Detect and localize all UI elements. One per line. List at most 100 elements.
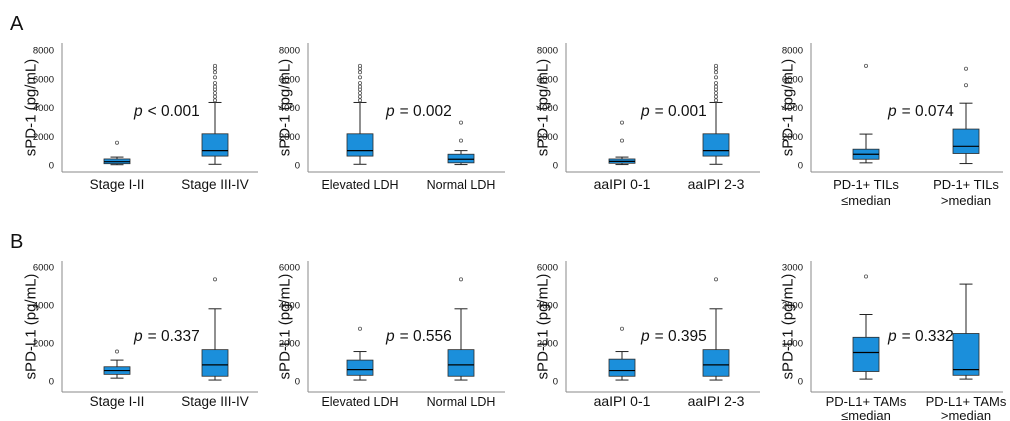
y-tick-label: 2000 xyxy=(782,132,803,143)
p-symbol: p xyxy=(133,103,143,120)
outlier-point xyxy=(212,63,217,68)
panel-A4: 0 2000 4000 6000 8000 sPD-1 (pg/mL) PD-1+ TILs… xyxy=(780,43,1003,208)
box-iqr xyxy=(608,358,636,377)
category-label-line: aaIPI 2-3 xyxy=(688,176,745,192)
box-iqr xyxy=(952,128,980,154)
outlier-point xyxy=(620,120,625,125)
p-value-annotation: p = 0.395 xyxy=(640,328,707,345)
row-panel-label: B xyxy=(10,231,23,253)
outlier-point xyxy=(357,84,362,89)
y-tick-label: 6000 xyxy=(279,263,300,274)
box-plot-2 xyxy=(952,66,980,165)
y-tick-label: 2000 xyxy=(33,339,54,350)
outlier-point xyxy=(357,75,362,80)
p-value-annotation: p < 0.001 xyxy=(133,103,200,120)
category-label-line: ≤median xyxy=(841,408,891,421)
y-tick-label: 4000 xyxy=(33,301,54,312)
outlier-point xyxy=(115,140,120,145)
outlier-point xyxy=(212,70,217,75)
category-label: PD-L1+ TAMs ≤median xyxy=(826,394,907,421)
box-iqr xyxy=(346,133,374,157)
y-axis-label: sPD-1 (pg/mL) xyxy=(780,59,797,157)
p-value-annotation: p = 0.074 xyxy=(887,103,954,120)
category-label-line: Stage I-II xyxy=(90,177,145,192)
p-value-annotation: p = 0.337 xyxy=(133,328,200,345)
outlier-point xyxy=(212,94,217,99)
y-tick-label: 1000 xyxy=(782,339,803,350)
p-value-text: < 0.001 xyxy=(148,103,200,120)
category-label: Stage III-IV xyxy=(181,394,249,409)
outlier-point xyxy=(357,63,362,68)
category-label: Elevated LDH xyxy=(321,395,398,409)
outlier-point xyxy=(357,94,362,99)
p-value-text: = 0.395 xyxy=(655,328,707,345)
p-value-annotation: p = 0.002 xyxy=(385,103,452,120)
category-label: PD-L1+ TAMs >median xyxy=(926,394,1007,421)
box-plot-1 xyxy=(852,274,880,380)
box-iqr xyxy=(201,349,229,377)
category-label-line: Stage III-IV xyxy=(181,177,249,192)
box-plot-1 xyxy=(608,120,636,166)
category-label: aaIPI 0-1 xyxy=(594,393,651,409)
y-axis-label: sPD-L1 (pg/mL) xyxy=(535,274,552,380)
box-plot-1 xyxy=(103,140,131,166)
outlier-point xyxy=(458,277,463,282)
category-label-line: aaIPI 0-1 xyxy=(594,176,651,192)
outlier-point xyxy=(357,81,362,86)
box-iqr xyxy=(447,153,475,164)
y-tick-label: 4000 xyxy=(279,103,300,114)
category-label: PD-1+ TILs >median xyxy=(933,177,999,208)
category-label: Stage I-II xyxy=(90,177,145,192)
p-symbol: p xyxy=(887,328,897,345)
y-tick-label: 3000 xyxy=(782,263,803,274)
y-tick-label: 2000 xyxy=(279,339,300,350)
outlier-point xyxy=(714,98,719,103)
p-value-text: = 0.002 xyxy=(400,103,452,120)
category-label-line: PD-1+ TILs xyxy=(933,177,999,192)
y-tick-label: 4000 xyxy=(537,301,558,312)
box-plot-1 xyxy=(346,63,374,165)
category-label: Normal LDH xyxy=(427,395,496,409)
box-iqr xyxy=(852,336,880,372)
y-tick-label: 6000 xyxy=(537,74,558,85)
y-tick-label: 0 xyxy=(49,377,54,388)
y-tick-label: 8000 xyxy=(279,46,300,57)
box-plot-2 xyxy=(702,277,730,381)
p-value-text: = 0.332 xyxy=(902,328,954,345)
outlier-point xyxy=(212,75,217,80)
y-tick-label: 4000 xyxy=(537,103,558,114)
y-tick-label: 4000 xyxy=(33,103,54,114)
category-label: Normal LDH xyxy=(427,178,496,192)
y-tick-label: 2000 xyxy=(33,132,54,143)
panel-A2: 0 2000 4000 6000 8000 sPD-1 (pg/mL) Elevated L… xyxy=(277,43,505,192)
outlier-point xyxy=(714,91,719,96)
row-panel-label: A xyxy=(10,13,24,35)
outlier-point xyxy=(357,91,362,96)
box-plot-2 xyxy=(201,63,229,165)
category-label: PD-1+ TILs ≤median xyxy=(833,177,899,208)
outlier-point xyxy=(115,349,120,354)
outlier-point xyxy=(714,277,719,282)
p-symbol: p xyxy=(385,103,395,120)
p-value-text: = 0.074 xyxy=(902,103,955,120)
box-iqr xyxy=(346,359,374,376)
outlier-point xyxy=(212,84,217,89)
outlier-point xyxy=(458,138,463,143)
y-axis-label: sPD-1 (pg/mL) xyxy=(277,59,294,157)
outlier-point xyxy=(357,98,362,103)
y-tick-label: 6000 xyxy=(33,263,54,274)
category-label-line: Stage III-IV xyxy=(181,394,249,409)
y-tick-label: 0 xyxy=(798,377,803,388)
y-tick-label: 0 xyxy=(798,161,803,172)
outlier-point xyxy=(212,91,217,96)
box-iqr xyxy=(201,133,229,157)
outlier-point xyxy=(458,120,463,125)
p-symbol: p xyxy=(640,328,650,345)
category-label: Elevated LDH xyxy=(321,178,398,192)
panel-A3: 0 2000 4000 6000 8000 sPD-1 (pg/mL) aaIPI 0-1 a… xyxy=(535,43,760,192)
y-tick-label: 2000 xyxy=(782,301,803,312)
category-label-line: Normal LDH xyxy=(427,395,496,409)
